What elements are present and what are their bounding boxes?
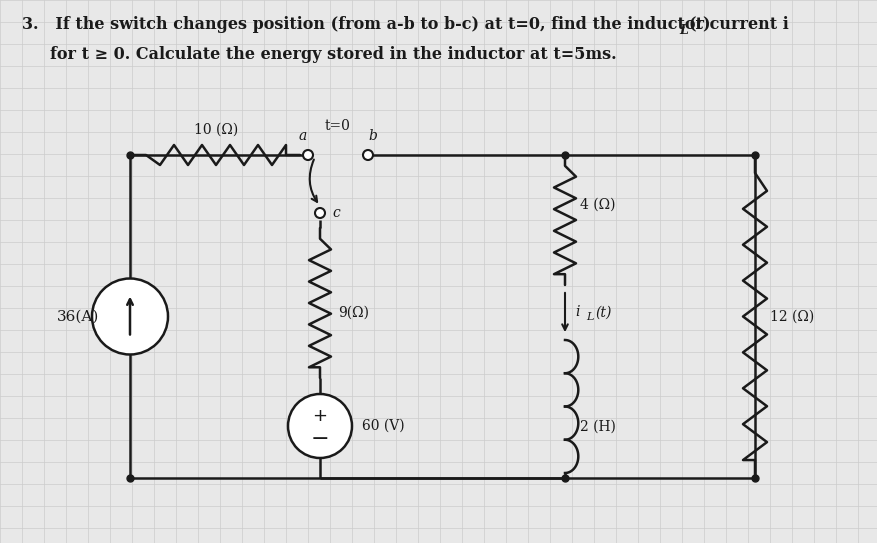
Text: L: L bbox=[586, 313, 594, 323]
Text: 36(A): 36(A) bbox=[57, 310, 99, 324]
Text: 10 (Ω): 10 (Ω) bbox=[194, 123, 239, 137]
Text: b: b bbox=[368, 129, 377, 143]
Text: 3.   If the switch changes position (from a-b to b-c) at t=0, find the inductor : 3. If the switch changes position (from … bbox=[22, 16, 788, 33]
Text: −: − bbox=[310, 429, 329, 449]
Text: L: L bbox=[679, 24, 688, 37]
Text: a: a bbox=[299, 129, 307, 143]
Circle shape bbox=[303, 150, 313, 160]
Circle shape bbox=[288, 394, 352, 458]
Text: for t ≥ 0. Calculate the energy stored in the inductor at t=5ms.: for t ≥ 0. Calculate the energy stored i… bbox=[50, 46, 617, 63]
Text: 9(Ω): 9(Ω) bbox=[338, 306, 369, 320]
Circle shape bbox=[315, 208, 325, 218]
Text: 12 (Ω): 12 (Ω) bbox=[770, 310, 814, 324]
Circle shape bbox=[92, 279, 168, 355]
Text: 2 (H): 2 (H) bbox=[580, 420, 616, 433]
Text: c: c bbox=[332, 206, 339, 220]
Text: 60 (V): 60 (V) bbox=[362, 419, 404, 433]
Text: (t): (t) bbox=[595, 306, 611, 319]
Text: i: i bbox=[575, 306, 580, 319]
Text: (t): (t) bbox=[689, 16, 711, 33]
Text: t=0: t=0 bbox=[325, 119, 351, 133]
Text: 4 (Ω): 4 (Ω) bbox=[580, 198, 616, 212]
Circle shape bbox=[363, 150, 373, 160]
Text: +: + bbox=[312, 407, 327, 425]
